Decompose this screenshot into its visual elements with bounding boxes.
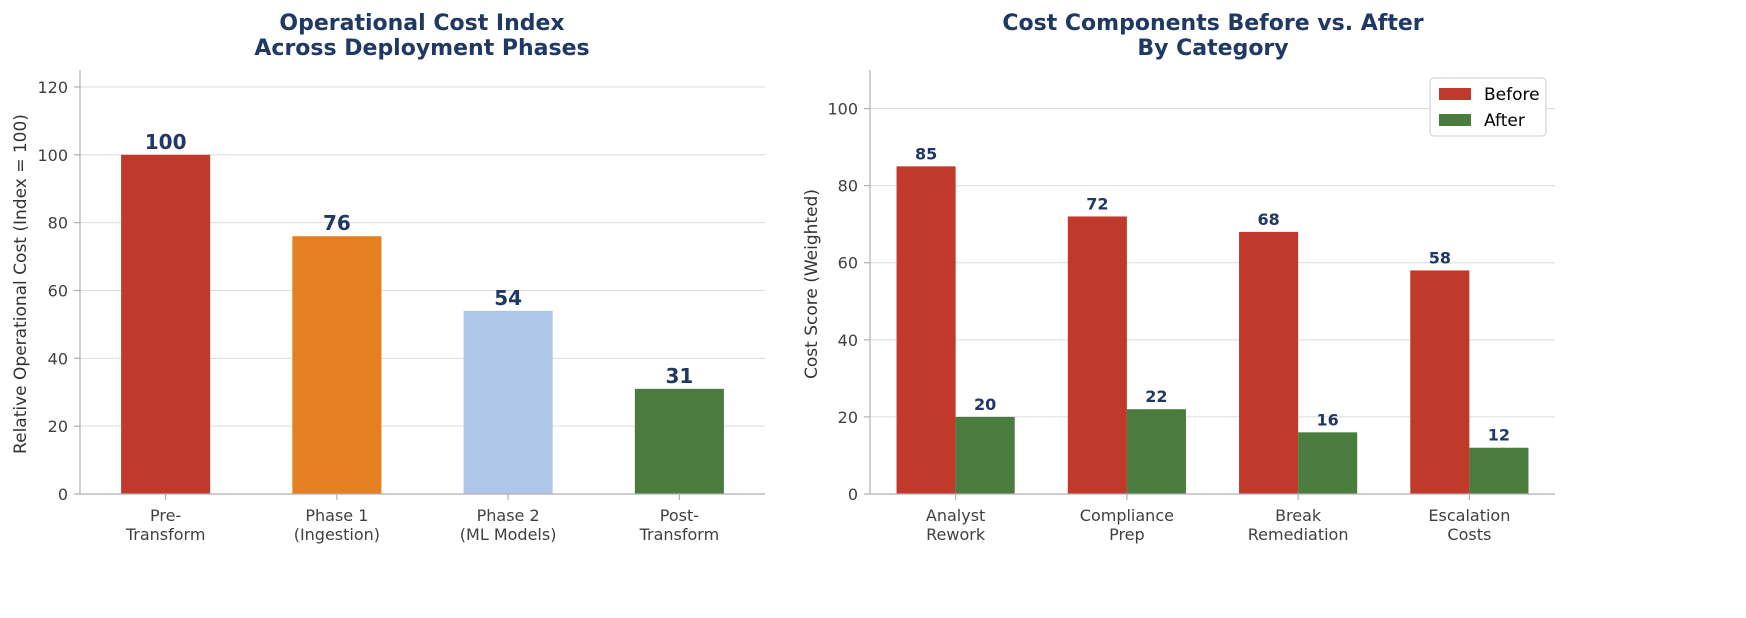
chart2-legend-label-before: Before: [1484, 85, 1540, 105]
chart2-data-label: 58: [1429, 248, 1451, 267]
chart2-xtick-label: Escalation Costs: [1428, 506, 1510, 544]
chart2-title: Cost Components Before vs. After By Categ…: [1002, 11, 1423, 61]
chart2-data-label: 12: [1488, 426, 1510, 445]
chart2-data-label: 16: [1317, 410, 1339, 429]
chart2-ytick-label: 20: [838, 408, 858, 427]
chart2-ytick-label: 80: [838, 177, 858, 196]
chart2-bar-after: [1469, 447, 1529, 494]
chart1-bar: [463, 310, 553, 494]
chart2-bar-after: [1298, 432, 1358, 494]
chart2-ytick-label: 0: [848, 485, 858, 504]
chart2-xtick-label: Break Remediation: [1248, 506, 1349, 544]
chart2-data-label: 85: [915, 144, 937, 163]
chart2-data-label: 72: [1086, 194, 1108, 213]
chart1-ytick-label: 80: [48, 214, 68, 233]
chart2-bar-after: [955, 416, 1015, 494]
chart2-bar-before: [896, 166, 956, 494]
chart1-data-label: 76: [323, 211, 351, 235]
chart1-data-label: 31: [665, 364, 693, 388]
chart1-ytick-label: 60: [48, 281, 68, 300]
chart1-xtick-label: Phase 1 (Ingestion): [294, 506, 380, 544]
chart2-ytick-label: 60: [838, 254, 858, 273]
chart2-bar-after: [1126, 409, 1186, 494]
chart2-legend-swatch-after: [1439, 114, 1471, 126]
chart2-bar-before: [1239, 231, 1299, 494]
chart1-xtick-label: Post-Transform: [639, 506, 720, 544]
chart2-data-label: 20: [974, 395, 996, 414]
chart2-xtick-label: Analyst Rework: [926, 506, 986, 544]
chart1-ytick-label: 100: [37, 146, 68, 165]
chart1-ytick-label: 0: [58, 485, 68, 504]
chart1-ytick-label: 120: [37, 78, 68, 97]
chart1-bar: [634, 388, 724, 494]
chart2-legend-swatch-before: [1439, 88, 1471, 100]
chart2-xtick-label: Compliance Prep: [1080, 506, 1174, 544]
chart2-data-label: 22: [1145, 387, 1167, 406]
chart2-legend-label-after: After: [1484, 111, 1525, 131]
chart1-data-label: 100: [145, 130, 187, 154]
chart1-ytick-label: 20: [48, 417, 68, 436]
chart1-ytick-label: 40: [48, 349, 68, 368]
chart2-bar-before: [1410, 270, 1470, 494]
chart2-ytick-label: 100: [827, 100, 858, 119]
chart1-xtick-label: Pre-Transform: [125, 506, 206, 544]
chart2-bar-before: [1067, 216, 1127, 495]
chart2-data-label: 68: [1257, 210, 1279, 229]
chart1-ylabel: Relative Operational Cost (Index = 100): [11, 114, 31, 454]
chart1-bar: [292, 236, 382, 494]
chart1-title: Operational Cost Index Across Deployment …: [254, 11, 589, 61]
chart1-data-label: 54: [494, 286, 522, 310]
chart2-ylabel: Cost Score (Weighted): [802, 189, 822, 379]
chart1-bar: [121, 154, 211, 495]
chart1-xtick-label: Phase 2 (ML Models): [460, 506, 557, 544]
chart2-ytick-label: 40: [838, 331, 858, 350]
